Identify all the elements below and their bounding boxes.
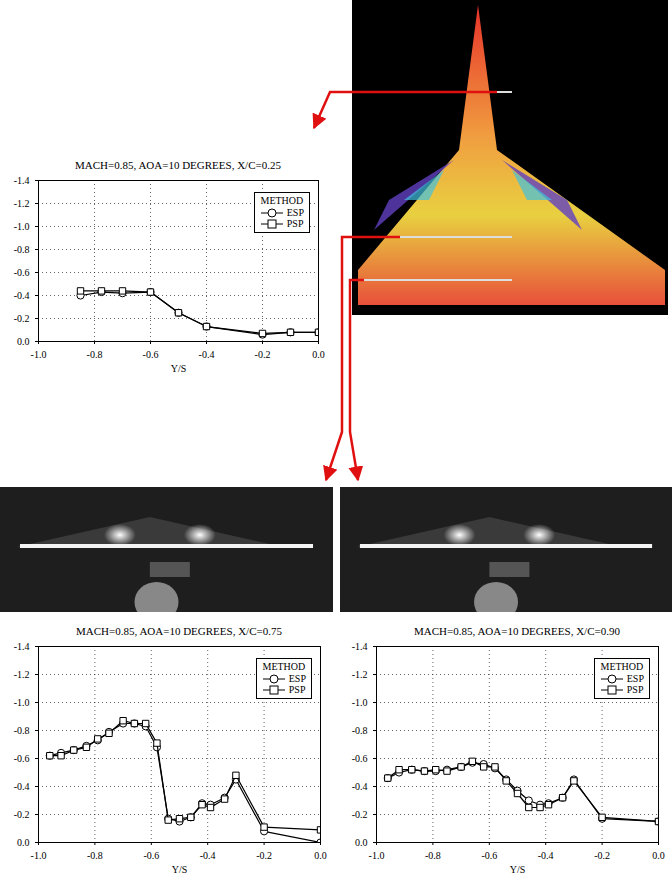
html-text:METHOD: METHOD [262, 661, 306, 672]
svg-text:-0.4: -0.4 [352, 781, 368, 792]
svg-text:-0.4: -0.4 [14, 781, 30, 792]
svg-text:Y/S: Y/S [171, 363, 187, 374]
svg-text:0.0: 0.0 [314, 850, 327, 861]
svg-text:-1.0: -1.0 [31, 850, 47, 861]
svg-text:-0.6: -0.6 [143, 349, 159, 360]
svg-text:-0.6: -0.6 [481, 850, 497, 861]
svg-text:-1.0: -1.0 [369, 850, 385, 861]
svg-text:-0.6: -0.6 [14, 753, 30, 764]
html-text:ESP: ESP [286, 207, 304, 218]
svg-text:-1.4: -1.4 [14, 641, 30, 652]
html-text:PSP: PSP [626, 684, 644, 695]
svg-text:-1.0: -1.0 [31, 349, 47, 360]
svg-text:-0.2: -0.2 [594, 850, 610, 861]
svg-text:-0.8: -0.8 [87, 850, 103, 861]
svg-text:-0.8: -0.8 [14, 725, 30, 736]
svg-text:-1.4: -1.4 [14, 175, 30, 186]
svg-text:-0.2: -0.2 [352, 809, 368, 820]
svg-text:Y/S: Y/S [172, 864, 188, 875]
svg-text:0.0: 0.0 [17, 837, 30, 848]
svg-text:-0.4: -0.4 [14, 290, 30, 301]
svg-text:0.0: 0.0 [355, 837, 368, 848]
svg-text:-1.2: -1.2 [352, 669, 368, 680]
html-text:ESP: ESP [288, 673, 306, 684]
html-text:ESP: ESP [626, 673, 644, 684]
svg-text:-0.2: -0.2 [255, 349, 271, 360]
svg-text:-0.4: -0.4 [200, 850, 216, 861]
html-text:PSP: PSP [286, 218, 304, 229]
svg-text:-0.4: -0.4 [538, 850, 554, 861]
svg-text:-0.2: -0.2 [14, 313, 30, 324]
svg-text:-1.0: -1.0 [14, 221, 30, 232]
svg-text:-1.0: -1.0 [352, 697, 368, 708]
html-text:MACH=0.85, AOA=10 DEGREES, X/C: MACH=0.85, AOA=10 DEGREES, X/C=0.75 [76, 625, 282, 637]
html-text:METHOD: METHOD [260, 195, 304, 206]
html-text:PSP: PSP [288, 684, 306, 695]
svg-text:0.0: 0.0 [17, 336, 30, 347]
html-text:METHOD: METHOD [600, 661, 644, 672]
svg-text:0.0: 0.0 [652, 850, 665, 861]
svg-text:-0.8: -0.8 [425, 850, 441, 861]
svg-text:-0.6: -0.6 [352, 753, 368, 764]
svg-text:-1.2: -1.2 [14, 198, 30, 209]
svg-text:-0.4: -0.4 [199, 349, 215, 360]
svg-text:-0.8: -0.8 [14, 244, 30, 255]
html-text:MACH=0.85, AOA=10 DEGREES, X/C: MACH=0.85, AOA=10 DEGREES, X/C=0.25 [75, 159, 281, 171]
svg-text:0.0: 0.0 [312, 349, 325, 360]
svg-text:-0.6: -0.6 [14, 267, 30, 278]
svg-text:-0.2: -0.2 [14, 809, 30, 820]
svg-text:Y/S: Y/S [510, 864, 526, 875]
svg-text:-0.8: -0.8 [87, 349, 103, 360]
svg-text:-1.4: -1.4 [352, 641, 368, 652]
svg-text:-1.2: -1.2 [14, 669, 30, 680]
svg-text:-0.6: -0.6 [143, 850, 159, 861]
svg-text:-0.8: -0.8 [352, 725, 368, 736]
svg-text:-1.0: -1.0 [14, 697, 30, 708]
html-text:MACH=0.85, AOA=10 DEGREES, X/C: MACH=0.85, AOA=10 DEGREES, X/C=0.90 [414, 625, 620, 637]
svg-text:-0.2: -0.2 [256, 850, 272, 861]
